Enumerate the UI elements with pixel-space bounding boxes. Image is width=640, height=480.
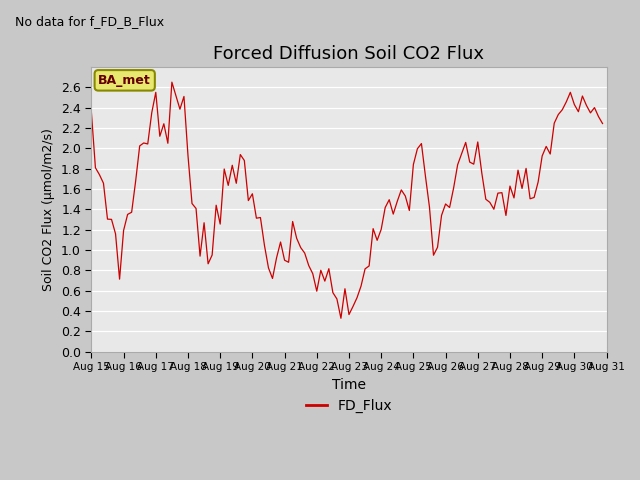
Text: BA_met: BA_met	[99, 74, 151, 87]
X-axis label: Time: Time	[332, 378, 366, 392]
Y-axis label: Soil CO2 Flux (μmol/m2/s): Soil CO2 Flux (μmol/m2/s)	[42, 128, 56, 291]
Title: Forced Diffusion Soil CO2 Flux: Forced Diffusion Soil CO2 Flux	[214, 45, 484, 62]
Legend: FD_Flux: FD_Flux	[300, 394, 398, 419]
Text: No data for f_FD_B_Flux: No data for f_FD_B_Flux	[15, 15, 164, 28]
